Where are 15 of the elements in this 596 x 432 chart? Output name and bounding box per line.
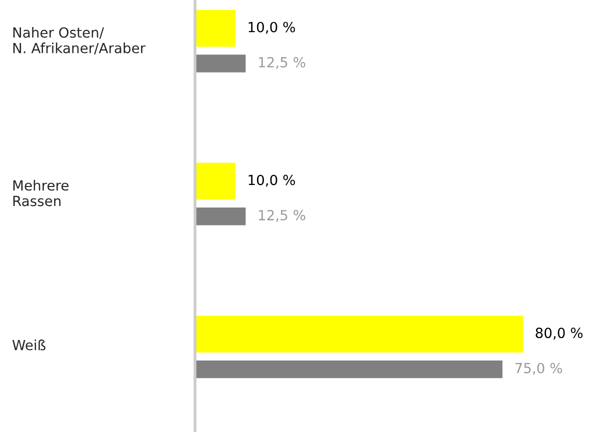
- data-label: 80,0 %: [536, 328, 583, 340]
- data-label: 10,0 %: [248, 174, 295, 187]
- bar: [195, 8, 237, 48]
- data-label: 75,0 %: [515, 362, 562, 375]
- y-tick-label: Naher Osten/ N. Afrikaner/Araber: [13, 26, 146, 54]
- data-label: 12,5 %: [258, 56, 306, 69]
- bar: [195, 359, 504, 380]
- y-tick-label: Mehrere Rassen: [13, 180, 68, 206]
- bar: [195, 53, 248, 74]
- y-tick-label: Weiß: [12, 340, 46, 350]
- data-label: 12,5 %: [258, 210, 306, 222]
- bar: [195, 314, 524, 354]
- bar: [195, 161, 237, 202]
- bar: [195, 206, 248, 227]
- data-label: 10,0 %: [248, 22, 295, 34]
